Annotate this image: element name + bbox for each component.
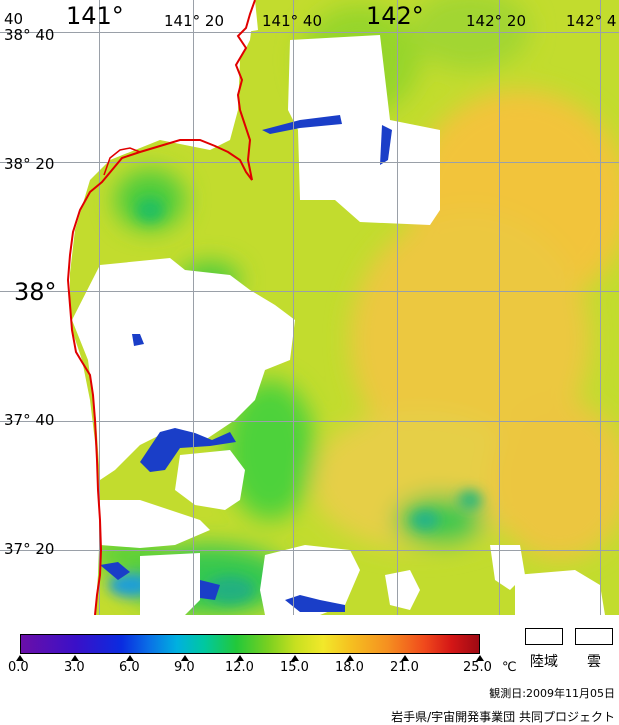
cold-patches (100, 115, 392, 612)
lat-label: 37° 20 (4, 540, 55, 558)
lon-label: 141° (66, 2, 124, 30)
scale-tick-label: 6.0 (119, 660, 140, 675)
scale-tick-label: 15.0 (280, 660, 309, 675)
corner-label: 40 (4, 10, 24, 28)
lat-label: 38° (14, 278, 57, 306)
scale-tick (126, 655, 134, 661)
scale-tick (16, 655, 24, 661)
lat-label: 38° 40 (4, 26, 55, 44)
land-swatch (525, 628, 563, 645)
scale-tick (236, 655, 244, 661)
scale-tick-label: 9.0 (174, 660, 195, 675)
lon-label: 142° (366, 2, 424, 30)
scale-tick-label: 18.0 (335, 660, 364, 675)
scale-tick-label: 25.0 (463, 660, 492, 675)
scale-unit: ℃ (502, 660, 517, 675)
credit-line: 岩手県/宇宙開発事業団 共同プロジェクト (391, 710, 615, 724)
cloud-legend-label: 雲 (587, 654, 601, 670)
lon-label: 141° 20 (164, 12, 224, 30)
scale-tick (401, 655, 409, 661)
lon-label: 142° 4 (566, 12, 617, 30)
lat-label: 38° 20 (4, 155, 55, 173)
scale-tick (291, 655, 299, 661)
temperature-color-scale (20, 634, 480, 654)
scale-tick-label: 0.0 (8, 660, 29, 675)
scale-tick (476, 655, 484, 661)
scale-tick (181, 655, 189, 661)
land-area (0, 290, 100, 615)
scale-tick (346, 655, 354, 661)
scale-tick (71, 655, 79, 661)
observation-date: 観測日:2009年11月05日 (489, 687, 615, 700)
lon-label: 141° 40 (262, 12, 322, 30)
sea-temperature-map (0, 0, 619, 615)
cloud-swatch (575, 628, 613, 645)
coastline (66, 0, 256, 615)
coastline-inlet (103, 147, 141, 176)
lat-label: 37° 40 (4, 411, 55, 429)
scale-tick-label: 12.0 (225, 660, 254, 675)
lon-label: 142° 20 (466, 12, 526, 30)
scale-tick-label: 21.0 (390, 660, 419, 675)
scale-tick-label: 3.0 (64, 660, 85, 675)
land-legend-label: 陸域 (530, 654, 558, 670)
